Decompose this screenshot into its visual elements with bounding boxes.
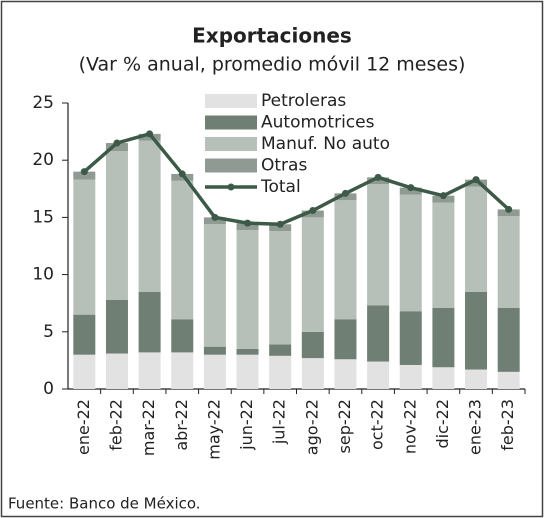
bar-segment	[367, 361, 390, 389]
y-tick-label: 25	[32, 93, 54, 113]
x-tick-label: mar-22	[139, 399, 158, 456]
bar-segment	[73, 354, 96, 389]
bar-segment	[138, 140, 161, 292]
legend-swatch	[205, 158, 257, 173]
x-tick-label: jun-22	[237, 399, 256, 451]
bar-segment	[465, 186, 488, 292]
legend-label: Total	[260, 177, 301, 197]
y-tick-label: 15	[32, 207, 54, 227]
total-marker	[178, 170, 186, 178]
bar-segment	[497, 307, 520, 372]
bar-segment	[203, 354, 226, 389]
bar-segment	[203, 346, 226, 355]
bar-segment	[367, 184, 390, 306]
total-marker	[472, 176, 480, 184]
total-marker	[309, 207, 317, 215]
bar-segment	[105, 353, 128, 389]
bar-segment	[301, 217, 324, 332]
bar-segment	[432, 307, 455, 368]
bar-segment	[301, 331, 324, 359]
bar-segment	[334, 319, 357, 360]
legend-label: Otras	[261, 156, 307, 176]
total-marker	[439, 192, 447, 200]
x-tick-label: may-22	[204, 399, 223, 460]
bar-segment	[236, 354, 259, 389]
legend-label: Petroleras	[261, 91, 346, 111]
y-tick-label: 0	[43, 379, 54, 399]
bar-segment	[269, 231, 292, 345]
legend-marker	[227, 183, 235, 191]
total-line	[83, 131, 510, 227]
x-tick-label: nov-22	[400, 399, 419, 454]
x-tick-label: feb-22	[106, 399, 125, 451]
x-tick-label: dic-22	[433, 399, 452, 449]
bar-segment	[367, 305, 390, 362]
total-marker	[505, 205, 513, 213]
legend-swatch	[205, 115, 257, 130]
bar-segment	[138, 352, 161, 389]
bar-segment	[399, 194, 422, 312]
chart-subtitle: (Var % anual, promedio móvil 12 meses)	[79, 54, 466, 76]
total-marker	[113, 139, 121, 147]
bar-segment	[497, 371, 520, 389]
total-marker	[341, 189, 349, 197]
bar-segment	[334, 200, 357, 320]
x-tick-label: ago-22	[302, 399, 321, 455]
total-marker	[211, 213, 219, 221]
x-tick-label: abr-22	[172, 399, 191, 451]
x-tick-label: jul-22	[270, 399, 289, 445]
bar-segment	[171, 319, 194, 353]
legend-swatch	[205, 94, 257, 108]
bar-segment	[105, 143, 128, 152]
bar-segment	[497, 216, 520, 308]
legend-label: Manuf. No auto	[261, 134, 390, 154]
bar-segment	[465, 291, 488, 370]
total-marker	[146, 130, 154, 138]
y-tick-label: 10	[32, 265, 54, 285]
x-tick-label: feb-23	[498, 399, 517, 451]
chart-title: Exportaciones	[192, 24, 352, 48]
bar-segment	[73, 314, 96, 355]
legend-swatch	[205, 137, 257, 151]
x-tick-label: ene-23	[466, 399, 485, 455]
bar-segment	[399, 364, 422, 389]
bar-segment	[236, 229, 259, 349]
x-tick-label: ene-22	[74, 399, 93, 455]
y-tick-label: 5	[43, 322, 54, 342]
total-marker	[374, 173, 382, 181]
y-tick-label: 20	[32, 150, 54, 170]
legend-label: Automotrices	[261, 113, 375, 133]
bar-segment	[432, 367, 455, 389]
bar-segment	[138, 291, 161, 353]
bar-segment	[432, 202, 455, 308]
bar-segment	[269, 344, 292, 356]
bar-segment	[171, 352, 194, 389]
bar-segment	[73, 171, 96, 180]
x-tick-label: oct-22	[368, 399, 387, 450]
total-marker	[244, 219, 252, 227]
total-marker	[80, 168, 88, 176]
bar-segment	[301, 358, 324, 389]
bar-segment	[105, 151, 128, 300]
bar-segment	[465, 369, 488, 389]
total-marker	[407, 184, 415, 192]
bar-segment	[269, 355, 292, 389]
source: Fuente: Banco de México.	[8, 495, 201, 513]
bar-segment	[203, 224, 226, 347]
bar-segment	[399, 311, 422, 365]
x-tick-label: sep-22	[335, 399, 354, 453]
bar-segment	[105, 299, 128, 354]
bar-segment	[236, 348, 259, 355]
bar-segment	[334, 359, 357, 389]
bar-segment	[73, 179, 96, 315]
total-marker	[276, 220, 284, 228]
bar-segment	[171, 180, 194, 320]
